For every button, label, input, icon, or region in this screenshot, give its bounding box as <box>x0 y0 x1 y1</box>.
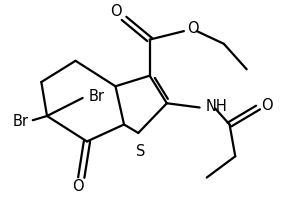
Text: NH: NH <box>205 99 227 114</box>
Text: O: O <box>73 178 84 194</box>
Text: Br: Br <box>13 114 29 129</box>
Text: O: O <box>110 5 121 20</box>
Text: S: S <box>137 143 146 158</box>
Text: O: O <box>187 22 198 37</box>
Text: Br: Br <box>88 89 104 104</box>
Text: O: O <box>261 98 272 113</box>
